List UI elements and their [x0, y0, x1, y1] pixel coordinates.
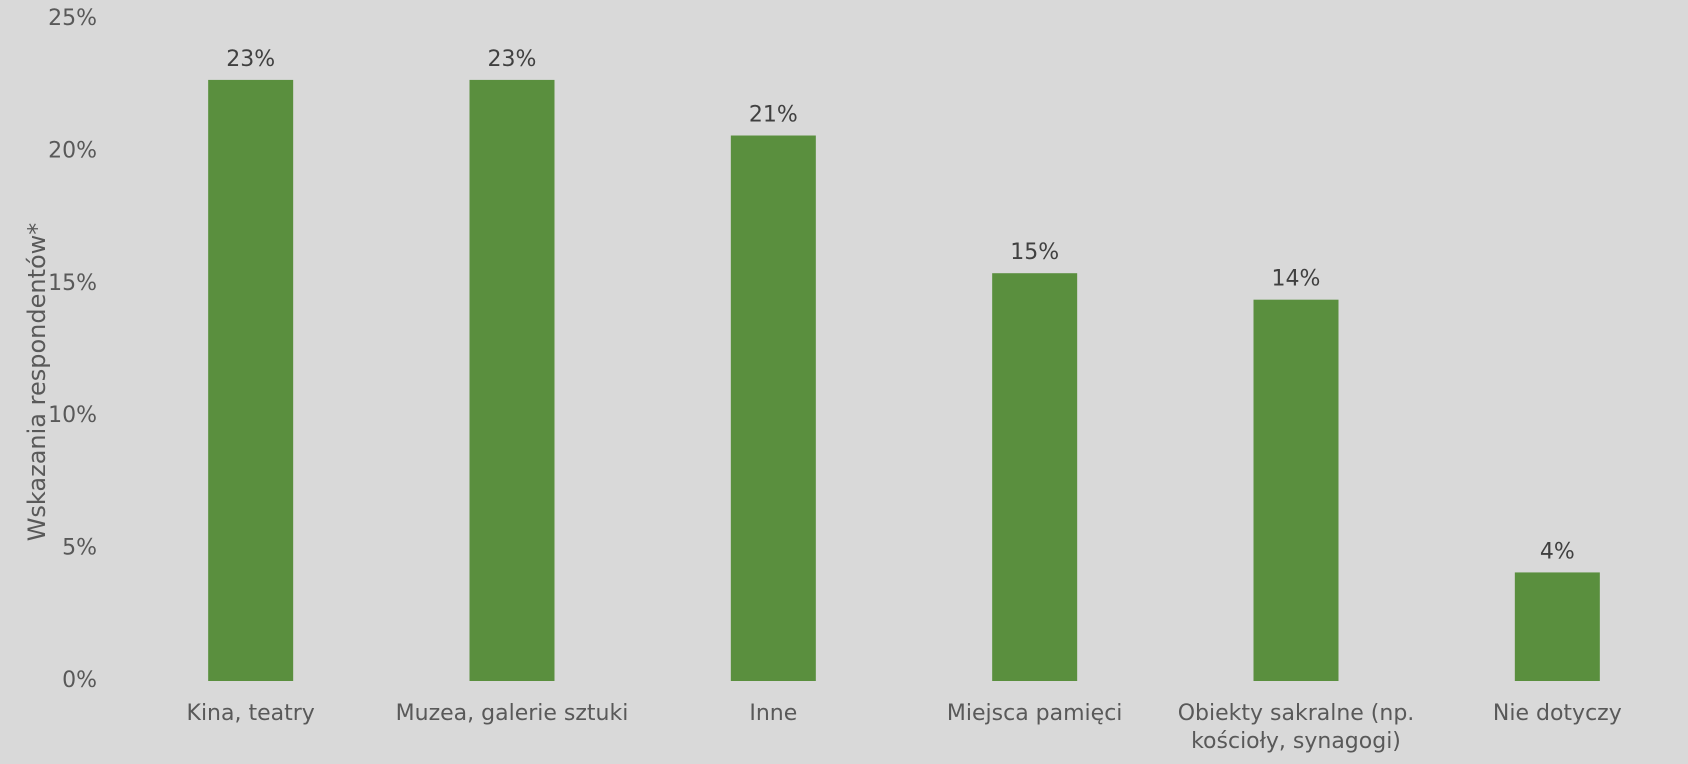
category-label-line: Miejsca pamięci — [947, 701, 1123, 726]
bar-data-label: 15% — [1010, 240, 1059, 265]
bars — [208, 79, 1600, 682]
category-label-line: Nie dotyczy — [1493, 701, 1622, 726]
bar-data-label: 14% — [1272, 267, 1321, 292]
bar — [208, 79, 294, 682]
y-tick-label: 15% — [48, 271, 97, 296]
category-label: Miejsca pamięci — [947, 701, 1123, 726]
y-axis-title: Wskazania respondentów* — [23, 223, 51, 542]
bar-data-label: 21% — [749, 103, 798, 128]
y-tick-label: 20% — [48, 138, 97, 163]
y-axis-ticks: 0% 5% 10% 15% 20% 25% — [48, 6, 97, 693]
y-tick-label: 5% — [62, 536, 97, 561]
bar — [730, 135, 816, 682]
bar — [1514, 572, 1600, 681]
y-tick-label: 25% — [48, 6, 97, 31]
bar-data-label: 23% — [226, 47, 275, 72]
bar-data-label: 23% — [488, 47, 537, 72]
category-label: Nie dotyczy — [1493, 701, 1622, 726]
data-labels: 23% 23% 21% 15% 14% 4% — [226, 47, 1575, 565]
category-label-line: Kina, teatry — [187, 701, 315, 726]
category-label: Obiekty sakralne (np. kościoły, synagogi) — [1178, 701, 1415, 754]
category-label-line: Obiekty sakralne (np. — [1178, 701, 1415, 726]
y-axis-title-group: Wskazania respondentów* — [23, 223, 51, 542]
bar — [992, 273, 1078, 681]
y-tick-label: 0% — [62, 668, 97, 693]
y-tick-label: 10% — [48, 403, 97, 428]
category-label: Inne — [749, 701, 797, 726]
category-label-line: Muzea, galerie sztuki — [396, 701, 629, 726]
bar — [1253, 299, 1339, 681]
category-label: Kina, teatry — [187, 701, 315, 726]
bar — [469, 79, 555, 682]
bar-data-label: 4% — [1540, 539, 1575, 564]
category-label: Muzea, galerie sztuki — [396, 701, 629, 726]
category-labels: Kina, teatry Muzea, galerie sztuki Inne Mie… — [187, 701, 1622, 754]
category-label-line: kościoły, synagogi) — [1191, 729, 1401, 754]
category-label-line: Inne — [749, 701, 797, 726]
